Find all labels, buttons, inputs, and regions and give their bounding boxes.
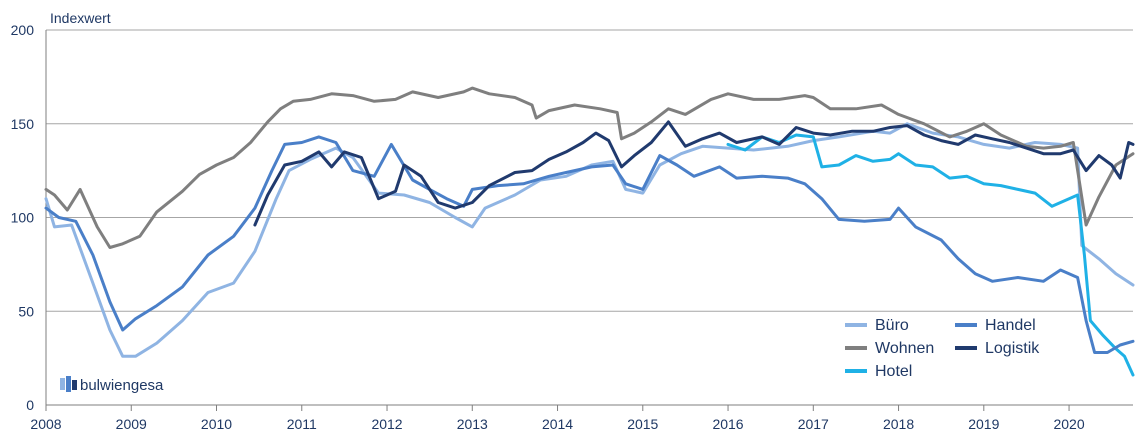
x-tick-label: 2017 <box>798 416 829 432</box>
legend-label-b-ro: Büro <box>875 317 909 334</box>
x-tick-label: 2020 <box>1053 416 1084 432</box>
grid-lines <box>46 29 1133 312</box>
bulwiengesa-logo: bulwiengesa <box>60 376 164 394</box>
x-tick-label: 2013 <box>457 416 488 432</box>
legend: Büro Handel Wohnen Logistik Hotel <box>845 317 1040 380</box>
legend-label-wohnen: Wohnen <box>875 340 934 357</box>
y-tick-label: 0 <box>26 397 34 413</box>
axes: 0 50 100 150 200 2008 2009 2010 2011 2012 2013 2014… <box>11 22 1133 432</box>
y-tick-label: 100 <box>11 210 35 226</box>
y-axis-label: Indexwert <box>50 10 111 26</box>
legend-label-logistik: Logistik <box>985 340 1040 357</box>
x-tick-label: 2012 <box>371 416 402 432</box>
series-line-hotel <box>726 133 1135 377</box>
series-line-logistik <box>253 120 1135 227</box>
logo-icon <box>60 376 77 392</box>
x-tick-label: 2010 <box>201 416 232 432</box>
logo-text: bulwiengesa <box>80 377 164 394</box>
y-tick-label: 150 <box>11 116 35 132</box>
series-line-wohnen <box>44 86 1135 249</box>
series-line-handel <box>44 135 1135 354</box>
x-tick-label: 2011 <box>287 416 317 432</box>
x-tick-label: 2009 <box>116 416 147 432</box>
x-tick-label: 2016 <box>712 416 743 432</box>
x-tick-label: 2018 <box>883 416 914 432</box>
legend-label-hotel: Hotel <box>875 363 912 380</box>
x-tick-label: 2015 <box>627 416 658 432</box>
y-tick-label: 200 <box>11 22 35 38</box>
x-tick-label: 2014 <box>542 416 573 432</box>
y-tick-label: 50 <box>18 303 34 319</box>
series-line-b-ro <box>44 122 1135 358</box>
series-lines <box>44 86 1135 377</box>
x-tick-label: 2019 <box>968 416 999 432</box>
x-tick-label: 2008 <box>30 416 61 432</box>
legend-label-handel: Handel <box>985 317 1036 334</box>
